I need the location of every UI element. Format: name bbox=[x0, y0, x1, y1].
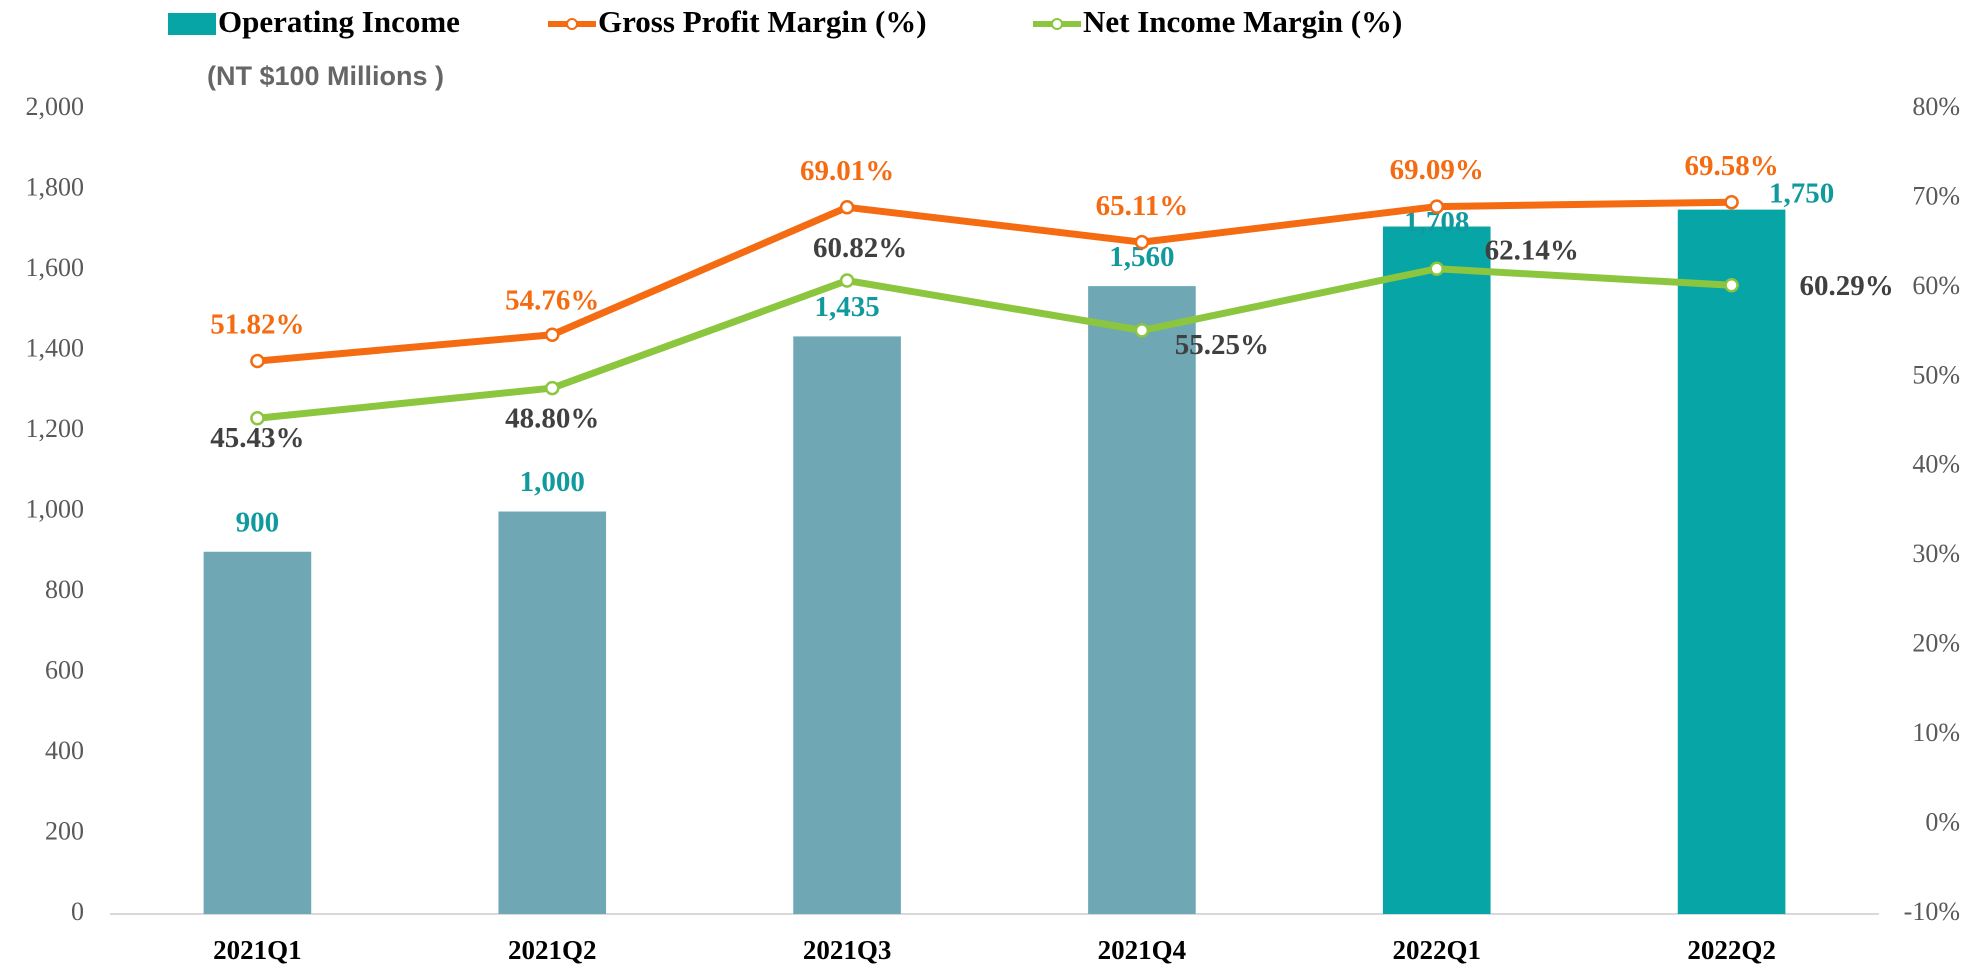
bar bbox=[1677, 209, 1786, 914]
y2-tick-label: 20% bbox=[1912, 629, 1960, 658]
bar bbox=[203, 551, 312, 914]
chart-subtitle: (NT $100 Millions ) bbox=[207, 61, 444, 91]
marker bbox=[839, 273, 855, 288]
data-label: 1,435 bbox=[814, 291, 879, 323]
bar bbox=[1382, 226, 1491, 914]
marker bbox=[1724, 194, 1739, 210]
line bbox=[257, 265, 1732, 422]
data-label: 1,750 bbox=[1769, 177, 1834, 209]
y2-tick-label: 80% bbox=[1912, 92, 1960, 121]
y-tick-label: 1,800 bbox=[26, 172, 85, 201]
data-label: 900 bbox=[236, 506, 280, 538]
marker bbox=[250, 410, 265, 426]
legend-swatch bbox=[1051, 18, 1063, 30]
x-tick-label: 2022Q2 bbox=[1687, 935, 1776, 965]
y-tick-label: 1,600 bbox=[26, 253, 85, 282]
y-tick-label: 0 bbox=[71, 897, 84, 926]
marker bbox=[839, 200, 855, 215]
marker bbox=[1134, 234, 1150, 250]
x-tick-label: 2021Q4 bbox=[1098, 935, 1187, 965]
bar bbox=[1088, 286, 1196, 915]
data-label: 62.14% bbox=[1485, 234, 1579, 266]
data-label: 69.58% bbox=[1684, 150, 1778, 182]
y-tick-label: 2,000 bbox=[26, 92, 85, 121]
y-tick-label: 1,400 bbox=[26, 333, 85, 362]
y2-tick-label: 60% bbox=[1912, 271, 1960, 300]
y2-tick-label: 30% bbox=[1912, 539, 1960, 568]
y-tick-label: 200 bbox=[45, 816, 84, 845]
data-label: 69.01% bbox=[800, 155, 894, 187]
y-tick-label: 1,000 bbox=[26, 494, 85, 523]
x-tick-label: 2021Q1 bbox=[213, 935, 302, 965]
marker bbox=[545, 380, 560, 396]
marker bbox=[1134, 323, 1150, 338]
legend-swatch bbox=[566, 18, 578, 30]
data-label: 1,000 bbox=[520, 466, 585, 498]
data-label: 48.80% bbox=[505, 403, 599, 435]
x-tick-label: 2021Q2 bbox=[508, 935, 597, 965]
data-label: 60.29% bbox=[1799, 270, 1893, 302]
x-tick-label: 2022Q1 bbox=[1392, 935, 1481, 965]
y2-tick-label: 50% bbox=[1912, 360, 1960, 389]
y-tick-label: 1,200 bbox=[26, 414, 85, 443]
data-label: 45.43% bbox=[210, 422, 304, 454]
y-tick-label: 600 bbox=[45, 655, 84, 684]
legend-swatch bbox=[168, 13, 216, 35]
marker bbox=[1429, 261, 1444, 276]
data-label: 69.09% bbox=[1390, 154, 1484, 186]
legend-label: Operating Income bbox=[218, 4, 460, 39]
legend-label: Net Income Margin (%) bbox=[1083, 4, 1402, 39]
y2-tick-label: -10% bbox=[1904, 897, 1960, 926]
y2-tick-label: 10% bbox=[1912, 718, 1960, 747]
data-label: 54.76% bbox=[505, 284, 599, 316]
y-tick-label: 400 bbox=[45, 736, 84, 765]
y2-tick-label: 0% bbox=[1925, 808, 1960, 837]
data-label: 60.82% bbox=[813, 232, 907, 264]
marker bbox=[250, 353, 265, 369]
marker bbox=[545, 327, 560, 343]
y2-tick-label: 40% bbox=[1912, 450, 1960, 479]
data-label: 51.82% bbox=[210, 309, 304, 341]
marker bbox=[1429, 199, 1444, 214]
bar bbox=[793, 336, 901, 915]
data-label: 65.11% bbox=[1096, 190, 1189, 222]
x-tick-label: 2021Q3 bbox=[803, 935, 892, 965]
data-label: 55.25% bbox=[1175, 329, 1269, 361]
line bbox=[257, 198, 1732, 365]
bar bbox=[498, 511, 607, 914]
marker bbox=[1724, 278, 1739, 293]
legend-label: Gross Profit Margin (%) bbox=[598, 4, 927, 39]
y2-tick-label: 70% bbox=[1912, 181, 1960, 210]
y-tick-label: 800 bbox=[45, 575, 84, 604]
